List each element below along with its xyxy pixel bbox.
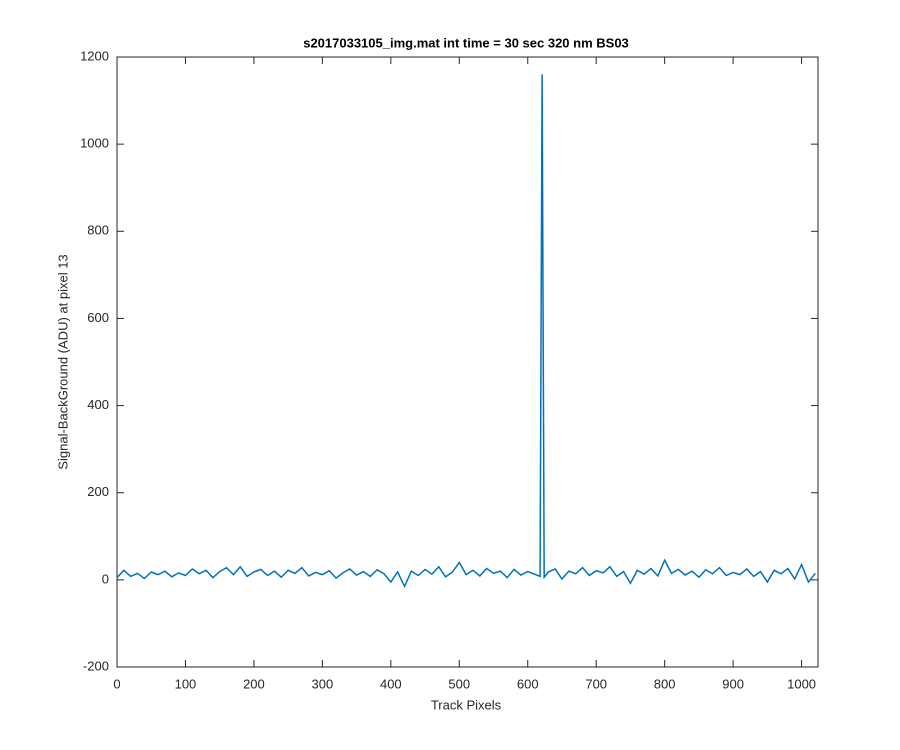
x-tick-label: 400 [380,676,402,691]
y-tick-label: 1200 [80,48,109,63]
y-tick-label: 0 [102,571,109,586]
x-tick-label: 300 [312,676,334,691]
data-line [116,74,816,589]
y-tick-label: 200 [87,484,109,499]
x-tick-label: 0 [113,676,120,691]
x-tick-label: 500 [448,676,470,691]
x-tick-label: 700 [585,676,607,691]
x-tick-label: 1000 [787,676,816,691]
x-tick-label: 800 [654,676,676,691]
y-tick-label: 800 [87,223,109,238]
chart-title: s2017033105_img.mat int time = 30 sec 32… [303,35,629,50]
x-tick-label: 900 [722,676,744,691]
x-tick-label: 100 [175,676,197,691]
plot-area [116,56,819,668]
y-axis-label: Signal-BackGround (ADU) at pixel 13 [55,254,70,469]
y-tick-label: 400 [87,397,109,412]
y-tick-label: 600 [87,310,109,325]
x-tick-label: 600 [517,676,539,691]
x-axis-label: Track Pixels [431,697,502,712]
y-tick-label: -200 [83,658,109,673]
x-tick-label: 200 [243,676,265,691]
y-tick-label: 1000 [80,136,109,151]
